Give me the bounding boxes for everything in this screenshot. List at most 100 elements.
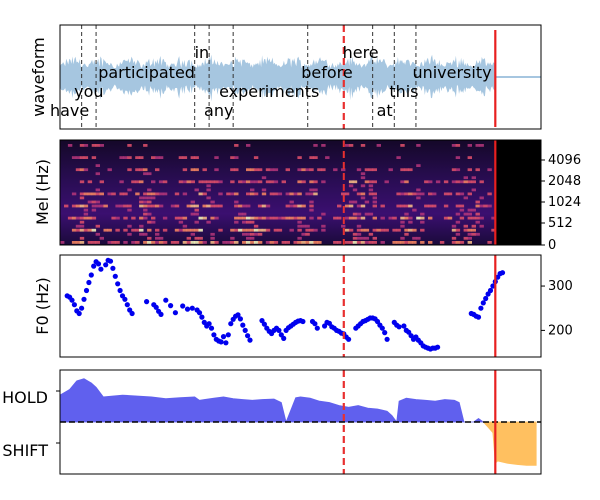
mel-cell: [455, 220, 461, 224]
mel-cell: [372, 228, 377, 232]
mel-cell: [309, 180, 314, 184]
mel-cell: [194, 212, 199, 216]
mel-cell: [301, 216, 306, 220]
mel-cell: [479, 204, 484, 208]
mel-cell: [234, 200, 239, 204]
f0-point: [223, 340, 229, 346]
f0-point: [483, 295, 489, 302]
mel-cell: [226, 192, 231, 196]
mel-cell: [471, 176, 476, 180]
mel-cell: [408, 168, 413, 172]
mel-cell: [202, 216, 207, 220]
mel-cell: [194, 241, 199, 244]
mel-cell: [400, 241, 405, 244]
mel-cell: [107, 228, 112, 232]
mel-cell: [467, 228, 472, 232]
mel-cell: [269, 216, 275, 220]
mel-cell: [71, 156, 77, 159]
mel-cell: [305, 224, 310, 228]
mel-cell: [127, 204, 132, 208]
mel-cell: [253, 156, 259, 159]
mel-cell: [170, 204, 176, 208]
mel-cell: [79, 228, 85, 232]
mel-cell: [301, 232, 306, 236]
mel-cell: [119, 204, 124, 208]
mel-cell: [372, 216, 377, 220]
mel-cell: [459, 216, 465, 220]
f0-point: [107, 258, 114, 264]
mel-cell: [412, 208, 417, 212]
mel-cell: [174, 241, 180, 244]
mel-cell: [71, 216, 77, 220]
mel-cell: [487, 204, 492, 208]
mel-cell: [317, 241, 322, 244]
mel-cell: [238, 228, 243, 232]
mel-cell: [71, 241, 77, 244]
mel-cell: [475, 216, 480, 220]
f0-point: [88, 272, 94, 278]
mel-cell: [95, 224, 100, 228]
mel-cell: [404, 180, 409, 184]
mel-cell: [372, 204, 377, 208]
mel-cell: [471, 232, 476, 236]
mel-cell: [269, 168, 275, 172]
mel-cell: [463, 212, 468, 216]
mel-cell: [372, 236, 377, 240]
mel-cell: [139, 180, 144, 184]
mel-cell: [321, 212, 326, 216]
word-label: participated: [98, 63, 195, 82]
mel-cell: [170, 241, 176, 244]
mel-cell: [404, 232, 409, 236]
mel-cell: [151, 156, 156, 159]
mel-cell: [139, 200, 144, 204]
f0-point: [261, 321, 267, 327]
mel-cell: [265, 241, 271, 244]
mel-cell: [91, 144, 97, 147]
mel-ytick-label: 512: [548, 216, 573, 231]
f0-point: [435, 344, 441, 350]
mel-cell: [475, 220, 480, 224]
mel-cell: [139, 228, 144, 232]
f0-ylabel: F0 (Hz): [33, 277, 52, 334]
mel-cell: [147, 228, 152, 232]
f0-point: [490, 283, 496, 289]
mel-cell: [155, 204, 160, 208]
mel-cell: [139, 156, 144, 159]
f0-point: [245, 333, 251, 339]
mel-cell: [388, 216, 393, 220]
mel-cell: [131, 216, 136, 220]
mel-cell: [194, 220, 199, 224]
mel-cell: [214, 180, 219, 184]
waveform-ylabel: waveform: [29, 37, 48, 117]
f0-point: [86, 279, 92, 286]
mel-cell: [352, 232, 358, 236]
mel-cell: [301, 204, 306, 208]
mel-cell: [432, 204, 437, 208]
mel-cell: [253, 180, 259, 184]
mel-cell: [352, 200, 358, 204]
mel-cell: [234, 168, 239, 172]
mel-cell: [265, 168, 271, 172]
mel-cell: [123, 216, 128, 220]
mel-cell: [420, 192, 425, 196]
mel-cell: [356, 192, 362, 196]
mel-cell: [194, 188, 199, 192]
mel-cell: [408, 216, 413, 220]
mel-cell: [147, 220, 152, 224]
mel-cell: [190, 232, 195, 236]
mel-cell: [155, 168, 160, 172]
mel-cell: [293, 192, 298, 196]
mel-cell: [162, 180, 168, 184]
mel-cell: [412, 236, 417, 240]
mel-cell: [143, 212, 148, 216]
mel-cell: [253, 228, 259, 232]
f0-point: [382, 330, 388, 336]
mel-cell: [242, 241, 247, 244]
mel-cell: [107, 241, 112, 244]
mel-cell: [281, 241, 286, 244]
mel-cell: [372, 196, 377, 200]
mel-cell: [147, 200, 152, 204]
f0-panel: 200 300 F0 (Hz): [33, 254, 573, 358]
mel-cell: [79, 224, 85, 228]
